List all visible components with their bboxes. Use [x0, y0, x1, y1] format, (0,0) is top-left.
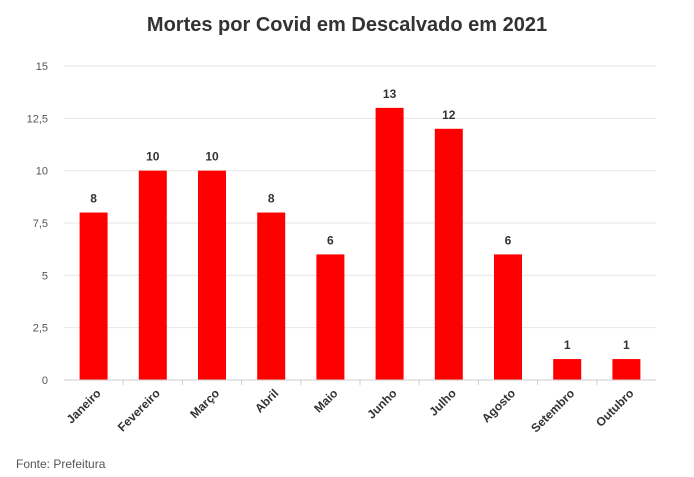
- y-tick-label: 2,5: [33, 323, 48, 335]
- bar: [434, 128, 463, 380]
- gridlines: [64, 65, 656, 329]
- bar: [198, 170, 226, 380]
- x-tick-label: Setembro: [528, 386, 577, 435]
- data-label: 10: [146, 150, 160, 164]
- data-label: 12: [442, 108, 456, 122]
- bar: [553, 359, 582, 380]
- data-label: 13: [383, 87, 397, 101]
- y-axis-ticks: 0 2,5 5 7,5 10 12,5 15: [27, 61, 48, 387]
- bar: [612, 359, 641, 380]
- x-tick-label: Janeiro: [64, 386, 104, 426]
- x-axis: [64, 379, 656, 385]
- x-tick-label: Maio: [311, 386, 340, 415]
- x-tick-label: Abril: [252, 386, 281, 415]
- x-tick-label: Março: [187, 386, 222, 421]
- bar: [138, 170, 167, 380]
- y-tick-label: 7,5: [33, 218, 48, 230]
- data-label: 1: [564, 338, 571, 352]
- data-label: 8: [268, 192, 275, 206]
- y-tick-label: 12,5: [27, 113, 48, 125]
- bars: [79, 107, 641, 380]
- y-tick-label: 15: [36, 61, 48, 73]
- x-axis-ticks: Janeiro Fevereiro Março Abril Maio Junho Julho…: [64, 386, 637, 435]
- bar: [316, 254, 345, 380]
- data-label: 6: [505, 233, 512, 247]
- x-tick-label: Julho: [426, 386, 459, 419]
- source-note: Fonte: Prefeitura: [16, 457, 106, 471]
- y-tick-label: 10: [36, 166, 48, 178]
- bar: [375, 107, 404, 380]
- x-tick-label: Fevereiro: [115, 386, 163, 434]
- bar: [257, 212, 286, 380]
- x-tick-label: Junho: [364, 386, 399, 421]
- y-tick-label: 5: [42, 270, 48, 282]
- data-label: 10: [205, 150, 219, 164]
- value-labels: 8 10 10 8 6 13 12 6 1 1: [90, 87, 630, 352]
- chart-title: Mortes por Covid em Descalvado em 2021: [146, 14, 548, 36]
- x-tick-label: Agosto: [479, 386, 518, 425]
- bar: [494, 254, 522, 380]
- bar: [79, 212, 108, 380]
- data-label: 8: [90, 192, 97, 206]
- data-label: 6: [327, 233, 334, 247]
- x-tick-label: Outubro: [593, 386, 636, 429]
- data-label: 1: [623, 338, 630, 352]
- y-tick-label: 0: [42, 375, 48, 387]
